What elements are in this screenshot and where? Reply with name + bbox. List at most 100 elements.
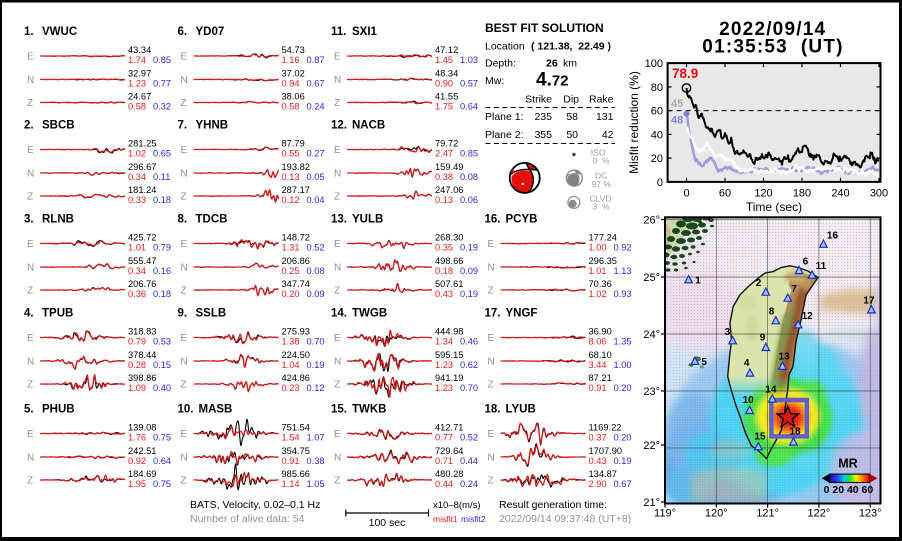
svg-text:24.67: 24.67: [128, 91, 151, 101]
svg-text:1.75: 1.75: [435, 102, 453, 112]
svg-text:0.19: 0.19: [460, 289, 478, 299]
svg-text:424.86: 424.86: [282, 373, 310, 383]
svg-text:68.10: 68.10: [589, 350, 612, 360]
svg-text:1.45: 1.45: [435, 55, 453, 65]
svg-text:( 121.38, 22.49 ): ( 121.38, 22.49 ): [531, 41, 611, 53]
svg-text:0.23: 0.23: [282, 383, 300, 393]
svg-text:0.33: 0.33: [128, 195, 146, 205]
svg-text:247.06: 247.06: [435, 185, 463, 195]
svg-text:1.54: 1.54: [282, 433, 300, 443]
svg-text:Z: Z: [27, 98, 33, 109]
svg-text:Z: Z: [27, 380, 33, 391]
svg-text:0.79: 0.79: [153, 243, 171, 253]
svg-text:70.36: 70.36: [589, 279, 612, 289]
svg-text:0.71: 0.71: [435, 456, 453, 466]
svg-text:32.97: 32.97: [128, 68, 151, 78]
svg-text:16.: 16.: [485, 214, 501, 226]
svg-text:275.93: 275.93: [282, 326, 310, 336]
svg-text:x10–8(m/s): x10–8(m/s): [433, 500, 481, 511]
svg-text:0.44: 0.44: [435, 479, 453, 489]
svg-text:751.54: 751.54: [282, 422, 310, 432]
svg-text:21°: 21°: [643, 497, 660, 509]
svg-text:206.86: 206.86: [282, 256, 310, 266]
svg-text:48: 48: [671, 115, 683, 127]
svg-text:YD07: YD07: [196, 26, 225, 38]
svg-text:1.35: 1.35: [614, 337, 632, 347]
svg-text:38.06: 38.06: [282, 91, 305, 101]
svg-text:ISO: ISO: [591, 147, 606, 157]
svg-text:12.: 12.: [331, 120, 347, 132]
svg-text:0: 0: [657, 177, 663, 189]
svg-text:1.34: 1.34: [435, 337, 453, 347]
svg-text:97 %: 97 %: [592, 179, 612, 189]
svg-text:Mw:: Mw:: [485, 75, 504, 87]
svg-text:354.75: 354.75: [282, 446, 310, 456]
svg-text:0.19: 0.19: [307, 360, 325, 370]
svg-text:54.73: 54.73: [282, 45, 305, 55]
svg-text:1707.90: 1707.90: [589, 446, 623, 456]
svg-text:Z: Z: [488, 380, 494, 391]
svg-text:Plane 1:: Plane 1:: [485, 111, 524, 123]
svg-text:480.28: 480.28: [435, 469, 463, 479]
svg-text:131: 131: [596, 111, 614, 123]
svg-text:14.: 14.: [331, 308, 347, 320]
svg-text:2.90: 2.90: [589, 479, 607, 489]
svg-text:0.35: 0.35: [435, 243, 453, 253]
svg-text:0.08: 0.08: [307, 266, 325, 276]
svg-text:0.75: 0.75: [153, 479, 171, 489]
svg-text:1.09: 1.09: [128, 383, 146, 393]
svg-text:0.38: 0.38: [307, 456, 325, 466]
svg-text:6: 6: [803, 257, 809, 268]
svg-text:2022/09/14: 2022/09/14: [719, 19, 826, 40]
svg-text:1.23: 1.23: [128, 79, 146, 89]
svg-text:Z: Z: [488, 476, 494, 487]
svg-text:E: E: [488, 333, 495, 344]
svg-text:4: 4: [744, 358, 750, 369]
svg-text:1.00: 1.00: [614, 360, 632, 370]
svg-text:N: N: [27, 357, 34, 368]
svg-text:3 %: 3 %: [593, 202, 610, 212]
svg-text:134.87: 134.87: [589, 469, 617, 479]
svg-text:0.27: 0.27: [307, 149, 325, 159]
svg-text:43.34: 43.34: [128, 45, 151, 55]
svg-text:123°: 123°: [859, 508, 882, 520]
svg-text:Z: Z: [334, 98, 340, 109]
svg-text:Misfit reduction (%): Misfit reduction (%): [627, 71, 641, 174]
svg-text:N: N: [334, 263, 341, 274]
svg-text:E: E: [334, 52, 341, 63]
svg-text:0.70: 0.70: [307, 337, 325, 347]
svg-text:0.12: 0.12: [282, 195, 300, 205]
svg-text:0.62: 0.62: [460, 360, 478, 370]
svg-text:0.24: 0.24: [460, 479, 478, 489]
svg-text:0.34: 0.34: [128, 172, 146, 182]
svg-text:0.38: 0.38: [435, 172, 453, 182]
svg-text:01:35:53 (UT): 01:35:53 (UT): [702, 36, 843, 57]
svg-text:37.02: 37.02: [282, 68, 305, 78]
svg-text:444.98: 444.98: [435, 326, 463, 336]
svg-text:1: 1: [695, 275, 701, 286]
svg-text:DC: DC: [595, 171, 607, 181]
svg-text:N: N: [488, 453, 495, 464]
svg-text:0.58: 0.58: [128, 102, 146, 112]
svg-text:N: N: [334, 169, 341, 180]
svg-text:0.87: 0.87: [307, 55, 325, 65]
svg-text:TDCB: TDCB: [196, 214, 228, 226]
svg-text:0.15: 0.15: [153, 360, 171, 370]
svg-text:0.77: 0.77: [153, 79, 171, 89]
svg-text:193.82: 193.82: [282, 162, 310, 172]
svg-text:CLVD: CLVD: [590, 193, 612, 203]
svg-text:0.36: 0.36: [128, 289, 146, 299]
svg-text:0.09: 0.09: [460, 266, 478, 276]
svg-text:0.06: 0.06: [460, 195, 478, 205]
svg-text:22°: 22°: [643, 440, 660, 452]
svg-text:0.85: 0.85: [153, 55, 171, 65]
svg-text:0.11: 0.11: [153, 172, 170, 182]
svg-text:4.: 4.: [24, 308, 34, 320]
svg-text:235: 235: [534, 111, 552, 123]
svg-text:268.30: 268.30: [435, 232, 463, 242]
svg-text:23°: 23°: [643, 386, 660, 398]
svg-text:E: E: [27, 429, 34, 440]
svg-text:Depth:: Depth:: [485, 58, 516, 70]
svg-text:Z: Z: [334, 286, 340, 297]
svg-text:0.57: 0.57: [460, 79, 478, 89]
